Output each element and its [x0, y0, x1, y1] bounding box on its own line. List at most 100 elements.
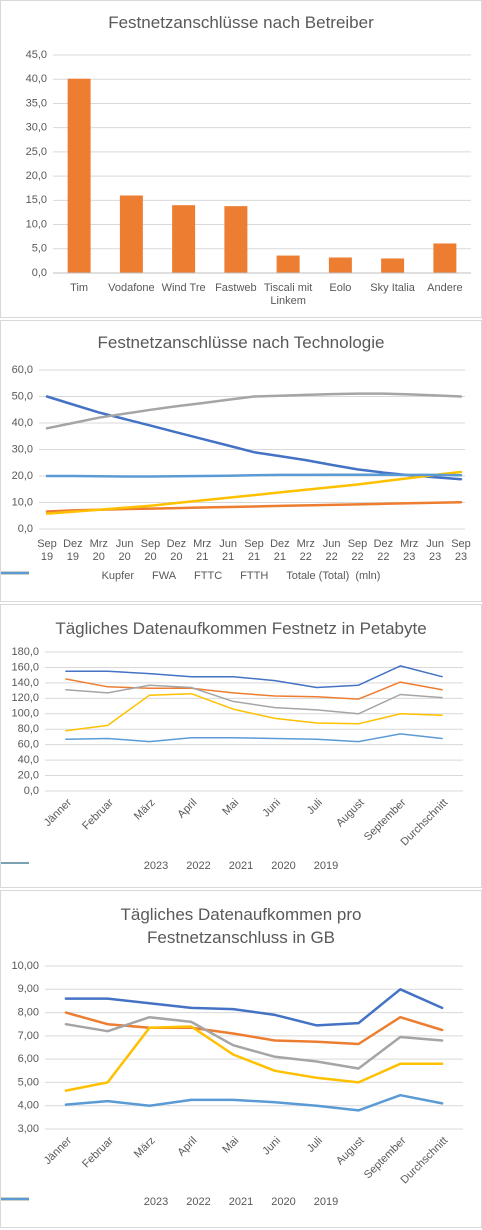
x-tick-label: Wind Tre [161, 282, 206, 294]
y-tick-label: 45,0 [26, 49, 47, 61]
legend-label: 2019 [313, 860, 339, 872]
legend-item: Totale (Total) (mln) [1, 570, 381, 582]
x-tick-label: Juni [260, 797, 283, 820]
y-tick-label: 9,00 [18, 983, 39, 995]
legend-label: 2022 [186, 860, 211, 872]
series-line [64, 1015, 444, 1070]
bar [172, 205, 196, 273]
series-line [65, 733, 443, 743]
series-line [64, 1011, 444, 1046]
legend-item: FWA [1, 570, 177, 582]
y-tick-label: 0,0 [32, 267, 47, 279]
x-tick-label: Sep 23 [451, 538, 471, 563]
x-tick-label: Jänner [42, 1134, 75, 1167]
series-line [64, 1093, 444, 1112]
y-tick-label: 10,0 [26, 218, 47, 230]
series-line [65, 678, 443, 700]
legend-item: 2019 [1, 860, 339, 872]
chart: 0,0 20,0 40,0 60,0 80,0 100,0 120,0 140,0 160,0 1… [11, 646, 463, 848]
x-tick-label: Mai [220, 797, 241, 818]
x-tick-label: Dez 22 [373, 538, 394, 563]
y-tick-label: 20,0 [12, 470, 33, 482]
series-line [64, 1025, 444, 1092]
legend-swatch [1, 571, 29, 575]
x-tick-label: März [132, 1135, 158, 1161]
y-tick-label: 6,00 [18, 1053, 39, 1065]
x-tick-label: Mrz 22 [296, 538, 315, 563]
series-line [65, 665, 443, 689]
legend-item: FTTH [1, 570, 268, 582]
x-tick-label: Eolo [329, 282, 352, 294]
chart-panel: 3,00 4,00 5,00 6,00 7,00 8,00 9,00 10,00 Jänner F… [0, 890, 482, 1228]
chart: 0,0 5,0 10,0 15,0 20,0 25,0 30,0 35,0 40,0 45,0 [26, 49, 471, 279]
y-tick-label: 180,0 [11, 646, 39, 658]
x-tick-label: Sky Italia [370, 282, 415, 294]
y-tick-label: 5,00 [18, 1076, 39, 1088]
legend-label: Totale (Total) (mln) [286, 570, 381, 582]
legend-label: FTTC [194, 570, 223, 582]
series-line [45, 470, 463, 515]
legend: 2023 2022 2021 2020 2019 [1, 1196, 481, 1208]
legend-swatch [1, 1197, 29, 1201]
chart-panel: 0,0 20,0 40,0 60,0 80,0 100,0 120,0 140,0 160,0 1… [0, 604, 482, 888]
y-tick-label: 0,0 [18, 523, 33, 535]
legend-item: 2023 [1, 860, 169, 872]
y-tick-label: 8,00 [18, 1006, 39, 1018]
x-tick-label: Juli [305, 1135, 325, 1155]
chart-title: Tägliches Datenaufkommen pro Festnetzans… [120, 905, 362, 947]
y-tick-label: 25,0 [26, 146, 47, 158]
x-tick-label: Mrz 20 [89, 538, 108, 563]
y-tick-label: 10,00 [11, 960, 39, 972]
chart-title: Festnetzanschlüsse nach Betreiber [108, 13, 374, 32]
series-line [45, 473, 463, 478]
y-tick-label: 20,0 [18, 769, 39, 781]
legend-item: 2019 [1, 1196, 339, 1208]
y-tick-label: 60,0 [18, 739, 39, 751]
legend-label: 2022 [186, 1196, 211, 1208]
x-tick-label: August [334, 1135, 367, 1168]
legend-swatch [1, 862, 29, 864]
legend-item: 2021 [1, 860, 254, 872]
y-tick-label: 100,0 [11, 708, 39, 720]
y-tick-label: 3,00 [18, 1123, 39, 1135]
legend-item: 2020 [1, 1196, 296, 1208]
legend-item: FTTC [1, 570, 223, 582]
legend-label: 2020 [271, 860, 296, 872]
x-tick-label: Tim [70, 282, 89, 294]
bar [433, 243, 457, 273]
x-tick-label: Sep 20 [140, 538, 161, 563]
legend-label: FWA [152, 570, 177, 582]
x-tick-label: August [334, 797, 367, 830]
series-line [65, 692, 443, 732]
x-tick-label: Sep 19 [37, 538, 57, 563]
bar [224, 206, 248, 273]
bar [67, 78, 91, 273]
x-tick-label: Vodafone [108, 282, 155, 294]
legend-item: 2022 [1, 860, 211, 872]
legend-item: Kupfer [1, 570, 134, 582]
x-tick-label: April [175, 1135, 199, 1159]
x-tick-label: Jun 20 [115, 538, 134, 563]
legend-label: 2020 [271, 1196, 296, 1208]
y-tick-label: 5,0 [32, 243, 47, 255]
bar [381, 258, 405, 273]
x-tick-label: Sep 21 [244, 538, 264, 563]
legend-label: 2019 [313, 1196, 339, 1208]
series-line [45, 395, 463, 481]
y-tick-label: 40,0 [26, 73, 47, 85]
legend-item: 2020 [1, 860, 296, 872]
chart-title: Tägliches Datenaufkommen Festnetz in Pet… [55, 619, 427, 638]
series-line [65, 684, 443, 715]
chart: 3,00 4,00 5,00 6,00 7,00 8,00 9,00 10,00 Jänner F… [11, 960, 463, 1186]
y-tick-label: 4,00 [18, 1100, 39, 1112]
legend-label: 2023 [143, 860, 169, 872]
x-tick-label: Jun 21 [219, 538, 237, 563]
legend-label: 2021 [228, 860, 254, 872]
y-tick-label: 40,0 [12, 417, 33, 429]
x-tick-label: Mai [220, 1135, 241, 1156]
x-tick-label: Sep 22 [347, 538, 368, 563]
x-tick-label: Jänner [42, 796, 75, 829]
y-tick-label: 7,00 [18, 1030, 39, 1042]
y-tick-label: 30,0 [26, 122, 47, 134]
x-tick-label: Dez 19 [63, 538, 83, 563]
